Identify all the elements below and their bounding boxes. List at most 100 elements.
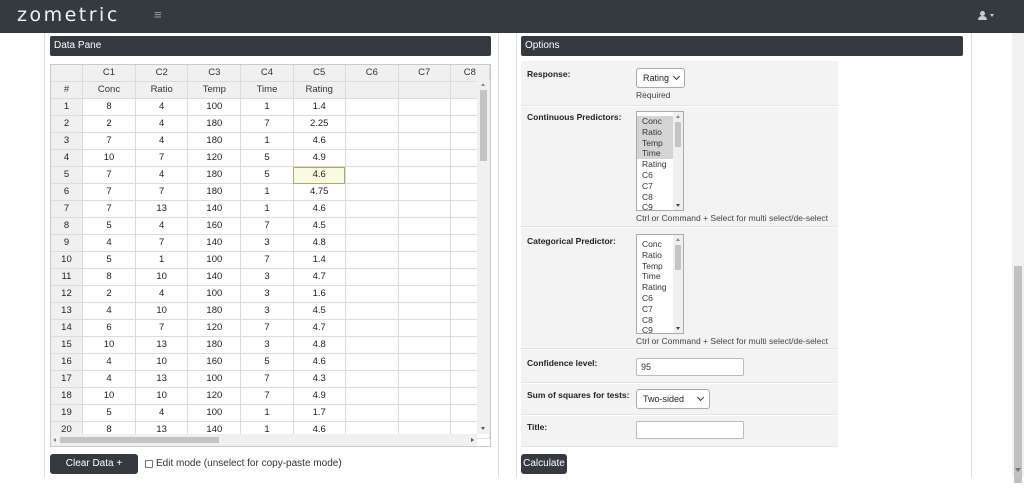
grid-cell[interactable]: 1.4 [293, 251, 346, 270]
grid-cell[interactable]: 1 [240, 132, 294, 151]
grid-cell[interactable]: 4 [82, 370, 137, 389]
grid-cell[interactable] [398, 319, 451, 338]
listbox-option[interactable]: Ratio [637, 126, 683, 138]
grid-column-header[interactable]: C3 [187, 65, 242, 83]
grid-cell[interactable]: 140 [187, 200, 242, 219]
grid-cell[interactable]: 4.3 [293, 370, 346, 389]
grid-cell[interactable]: 10 [135, 268, 189, 287]
grid-cell[interactable] [345, 251, 399, 270]
grid-cell[interactable]: 13 [135, 336, 189, 355]
scroll-up-arrow-icon[interactable] [676, 238, 680, 241]
grid-cell[interactable] [398, 217, 451, 236]
grid-cell[interactable]: 100 [187, 251, 242, 270]
edit-mode-checkbox[interactable] [145, 460, 153, 468]
response-select[interactable]: Rating [636, 68, 685, 88]
grid-cell[interactable] [398, 370, 451, 389]
grid-cell[interactable]: 10 [82, 336, 137, 355]
grid-cell[interactable]: 1 [240, 98, 294, 117]
brand-logo[interactable]: zometric [17, 4, 120, 26]
grid-cell[interactable]: 100 [187, 98, 242, 117]
grid-cell[interactable]: 6 [82, 319, 137, 338]
grid-cell[interactable]: 10 [135, 302, 189, 321]
scroll-down-arrow-icon[interactable] [1015, 468, 1021, 472]
grid-cell[interactable]: 180 [187, 183, 242, 202]
grid-cell[interactable]: 1 [240, 404, 294, 423]
grid-cell[interactable] [345, 200, 399, 219]
grid-cell[interactable]: 100 [187, 404, 242, 423]
data-grid[interactable]: C1 C2 C3 C4 C5 C6 C7 C8 # Conc Ratio Temp Time Rating… [50, 64, 491, 447]
grid-cell[interactable] [345, 404, 399, 423]
listbox-scrollbar-thumb[interactable] [675, 245, 681, 270]
grid-row-header[interactable]: 7 [51, 200, 83, 219]
grid-cell[interactable]: 4 [82, 353, 137, 372]
grid-cell[interactable]: 3 [240, 234, 294, 253]
grid-row-header[interactable]: 5 [51, 166, 83, 185]
grid-cell[interactable] [398, 166, 451, 185]
grid-cell[interactable]: 140 [187, 268, 242, 287]
grid-cell[interactable] [345, 217, 399, 236]
grid-horizontal-scrollbar[interactable] [51, 434, 477, 446]
grid-cell[interactable]: 4.7 [293, 319, 346, 338]
listbox-option[interactable]: Ratio [642, 249, 662, 260]
grid-cell[interactable]: 160 [187, 217, 242, 236]
listbox-option[interactable]: C9 [642, 202, 653, 211]
grid-cell[interactable] [345, 183, 399, 202]
grid-cell[interactable]: 2 [82, 285, 137, 304]
grid-cell[interactable]: 4 [135, 217, 189, 236]
grid-column-header[interactable]: C1 [82, 65, 137, 83]
grid-cell[interactable]: 180 [187, 302, 242, 321]
grid-cell[interactable] [398, 387, 451, 406]
grid-cell[interactable]: 4.75 [293, 183, 346, 202]
grid-cell[interactable]: 4 [135, 132, 189, 151]
grid-cell[interactable]: 4.8 [293, 336, 346, 355]
grid-cell[interactable]: 3 [240, 268, 294, 287]
listbox-option[interactable]: C8 [642, 191, 653, 202]
listbox-option[interactable]: Rating [642, 159, 667, 170]
grid-cell[interactable]: 100 [187, 285, 242, 304]
grid-cell[interactable]: 10 [135, 353, 189, 372]
grid-cell[interactable] [398, 353, 451, 372]
grid-cell[interactable]: 4.5 [293, 217, 346, 236]
grid-cell[interactable] [345, 370, 399, 389]
grid-row-header[interactable]: 2 [51, 115, 83, 134]
scroll-down-arrow-icon[interactable] [481, 427, 485, 430]
grid-cell[interactable] [345, 336, 399, 355]
user-menu[interactable] [978, 11, 998, 23]
grid-cell[interactable] [398, 336, 451, 355]
listbox-option[interactable]: Time [637, 148, 683, 160]
grid-cell[interactable]: 3 [240, 336, 294, 355]
grid-cell[interactable]: 4 [135, 115, 189, 134]
grid-cell[interactable] [398, 251, 451, 270]
grid-cell[interactable] [345, 353, 399, 372]
confidence-level-input[interactable]: 95 [636, 358, 744, 376]
grid-cell[interactable]: 3 [240, 302, 294, 321]
grid-cell[interactable]: 4.5 [293, 302, 346, 321]
grid-row-header[interactable]: 13 [51, 302, 83, 321]
listbox-option[interactable]: Time [642, 271, 661, 282]
grid-cell[interactable]: 4.7 [293, 268, 346, 287]
grid-cell[interactable]: 7 [135, 183, 189, 202]
hamburger-icon[interactable]: ≡ [154, 7, 162, 22]
grid-cell[interactable] [398, 183, 451, 202]
grid-cell[interactable]: 8 [82, 98, 137, 117]
grid-cell[interactable]: 5 [82, 404, 137, 423]
grid-cell[interactable] [345, 132, 399, 151]
grid-cell[interactable]: 180 [187, 166, 242, 185]
grid-cell[interactable] [345, 387, 399, 406]
grid-cell[interactable] [398, 200, 451, 219]
page-scrollbar-thumb[interactable] [1014, 266, 1022, 483]
grid-cell[interactable]: 5 [240, 166, 294, 185]
grid-cell[interactable] [398, 234, 451, 253]
scroll-right-arrow-icon[interactable] [471, 438, 474, 442]
grid-column-name-cell[interactable]: Time [240, 81, 294, 100]
grid-row-header[interactable]: 8 [51, 217, 83, 236]
grid-cell[interactable]: 2 [82, 115, 137, 134]
grid-column-header[interactable]: C7 [398, 65, 451, 83]
grid-cell[interactable]: 120 [187, 149, 242, 168]
scroll-down-arrow-icon[interactable] [676, 204, 680, 207]
listbox-scrollbar[interactable] [673, 112, 683, 210]
title-input[interactable] [636, 421, 744, 439]
grid-cell[interactable]: 1.6 [293, 285, 346, 304]
grid-cell[interactable]: 13 [135, 370, 189, 389]
grid-cell[interactable] [345, 319, 399, 338]
